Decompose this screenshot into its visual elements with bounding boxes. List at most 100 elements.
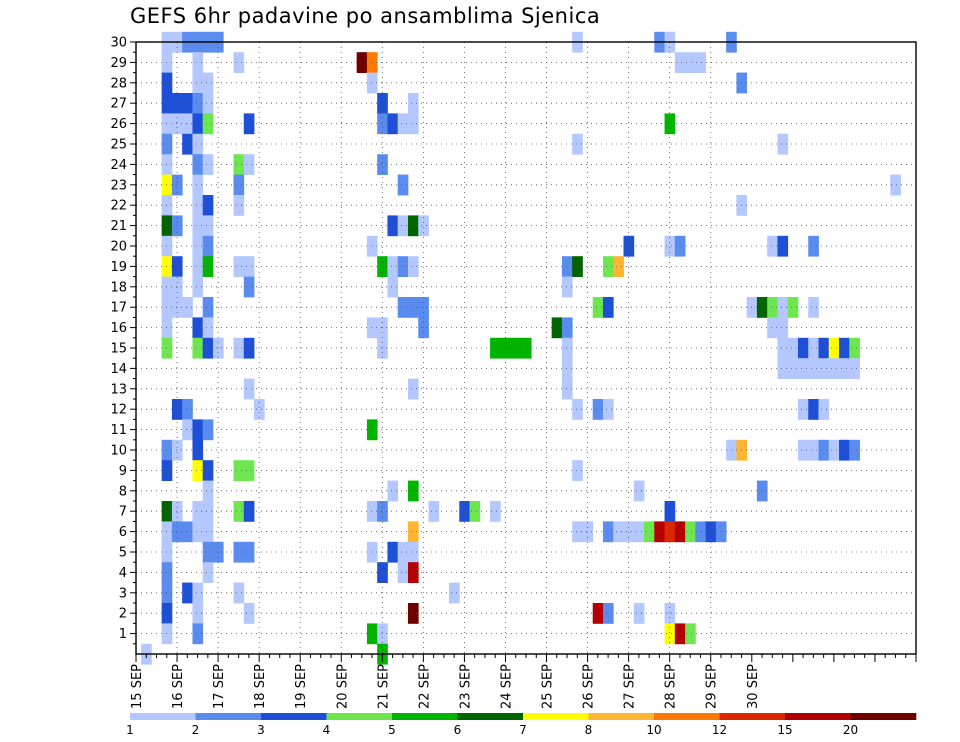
heat-cell bbox=[839, 337, 850, 359]
heat-cell bbox=[243, 603, 255, 624]
y-tick-label: 1 bbox=[119, 627, 127, 642]
heat-cell bbox=[192, 603, 204, 624]
colorbar-swatch bbox=[392, 713, 458, 720]
heat-cell bbox=[387, 480, 399, 502]
colorbar-swatch bbox=[523, 713, 589, 720]
heat-cell bbox=[756, 480, 768, 502]
heat-cell bbox=[171, 174, 183, 196]
heat-cell bbox=[664, 501, 676, 522]
heat-cell bbox=[490, 337, 501, 359]
y-tick-label: 25 bbox=[110, 138, 127, 153]
heat-cell bbox=[828, 358, 840, 379]
heat-cell bbox=[171, 399, 183, 420]
heat-cell bbox=[613, 256, 624, 277]
heat-cell bbox=[777, 235, 789, 257]
heat-cell bbox=[849, 439, 860, 461]
heat-cell bbox=[787, 297, 799, 318]
colorbar: 1 2 3 4 5 6 7 8 10 12 15 20 bbox=[126, 713, 917, 737]
y-tick-label: 18 bbox=[110, 280, 127, 295]
heat-cell bbox=[787, 358, 799, 379]
heat-cell bbox=[182, 399, 193, 420]
heat-cell bbox=[192, 215, 204, 237]
heat-cell bbox=[202, 297, 214, 318]
heat-cell bbox=[182, 297, 193, 318]
heat-cell bbox=[490, 501, 501, 522]
heat-cell bbox=[561, 276, 573, 298]
heat-cell bbox=[561, 256, 573, 277]
heat-cell bbox=[407, 256, 419, 277]
heat-cell bbox=[387, 256, 399, 277]
heat-cell bbox=[828, 439, 840, 461]
heat-cell bbox=[469, 501, 481, 522]
y-tick-label: 15 bbox=[110, 342, 127, 357]
heat-cell bbox=[377, 256, 388, 277]
heat-cell bbox=[182, 133, 193, 155]
x-tick-label: 30 SEP bbox=[746, 664, 761, 709]
heat-cell bbox=[839, 439, 850, 461]
heat-cell bbox=[797, 358, 809, 379]
colorbar-label: 10 bbox=[646, 723, 661, 737]
heat-cell bbox=[192, 52, 204, 73]
heat-cell bbox=[366, 541, 378, 563]
colorbar-swatch bbox=[588, 713, 655, 720]
heat-cell bbox=[192, 174, 204, 196]
heat-cell bbox=[202, 256, 214, 277]
heat-cell bbox=[777, 297, 789, 318]
heat-cell bbox=[233, 582, 245, 604]
y-tick-label: 17 bbox=[110, 301, 127, 316]
heat-cell bbox=[674, 235, 686, 257]
heat-cell bbox=[192, 337, 204, 359]
heat-cell bbox=[685, 521, 696, 543]
colorbar-swatch bbox=[261, 713, 327, 720]
x-tick-label: 28 SEP bbox=[664, 664, 679, 709]
heat-cell bbox=[387, 541, 399, 563]
heat-cell bbox=[818, 399, 830, 420]
y-tick-label: 11 bbox=[110, 423, 127, 438]
x-tick-label: 23 SEP bbox=[458, 664, 473, 709]
heat-cell bbox=[182, 521, 193, 543]
y-tick-label: 13 bbox=[110, 382, 127, 397]
y-tick-label: 19 bbox=[110, 260, 127, 275]
heat-cell bbox=[572, 399, 583, 420]
x-tick-label: 20 SEP bbox=[335, 664, 350, 709]
heat-cell bbox=[777, 337, 789, 359]
heat-cell bbox=[592, 297, 604, 318]
colorbar-swatch bbox=[850, 713, 917, 720]
heat-cell bbox=[664, 623, 676, 645]
heat-cell bbox=[664, 235, 676, 257]
heat-cell bbox=[654, 521, 665, 543]
heat-cell bbox=[366, 52, 378, 73]
heat-cell bbox=[449, 582, 460, 604]
heat-cell bbox=[407, 297, 419, 318]
y-tick-label: 23 bbox=[110, 178, 127, 193]
heat-cell bbox=[808, 439, 819, 461]
colorbar-label: 7 bbox=[519, 723, 527, 737]
heat-cell bbox=[787, 337, 799, 359]
heat-cell bbox=[633, 480, 645, 502]
heat-cell bbox=[602, 603, 614, 624]
heat-cell bbox=[243, 256, 255, 277]
colorbar-label: 20 bbox=[843, 723, 858, 737]
heat-cell bbox=[192, 235, 204, 257]
heat-cell bbox=[890, 174, 901, 196]
heat-cell bbox=[808, 399, 819, 420]
heat-cell bbox=[572, 133, 583, 155]
x-tick-label: 25 SEP bbox=[541, 664, 556, 709]
heat-cell bbox=[377, 113, 388, 135]
heat-cell bbox=[797, 337, 809, 359]
heat-cell bbox=[192, 460, 204, 481]
heat-cell bbox=[202, 460, 214, 481]
heat-cell bbox=[243, 501, 255, 522]
heat-cell bbox=[192, 623, 204, 645]
heat-cell bbox=[777, 358, 789, 379]
x-tick-label: 22 SEP bbox=[417, 664, 432, 709]
heat-cell bbox=[418, 215, 429, 237]
y-tick-label: 16 bbox=[110, 321, 127, 336]
heat-cell bbox=[592, 399, 604, 420]
heat-cell bbox=[366, 235, 378, 257]
heat-cell bbox=[243, 154, 255, 175]
colorbar-label: 4 bbox=[323, 723, 331, 737]
heat-cell bbox=[387, 276, 399, 298]
heat-cell bbox=[192, 93, 204, 114]
